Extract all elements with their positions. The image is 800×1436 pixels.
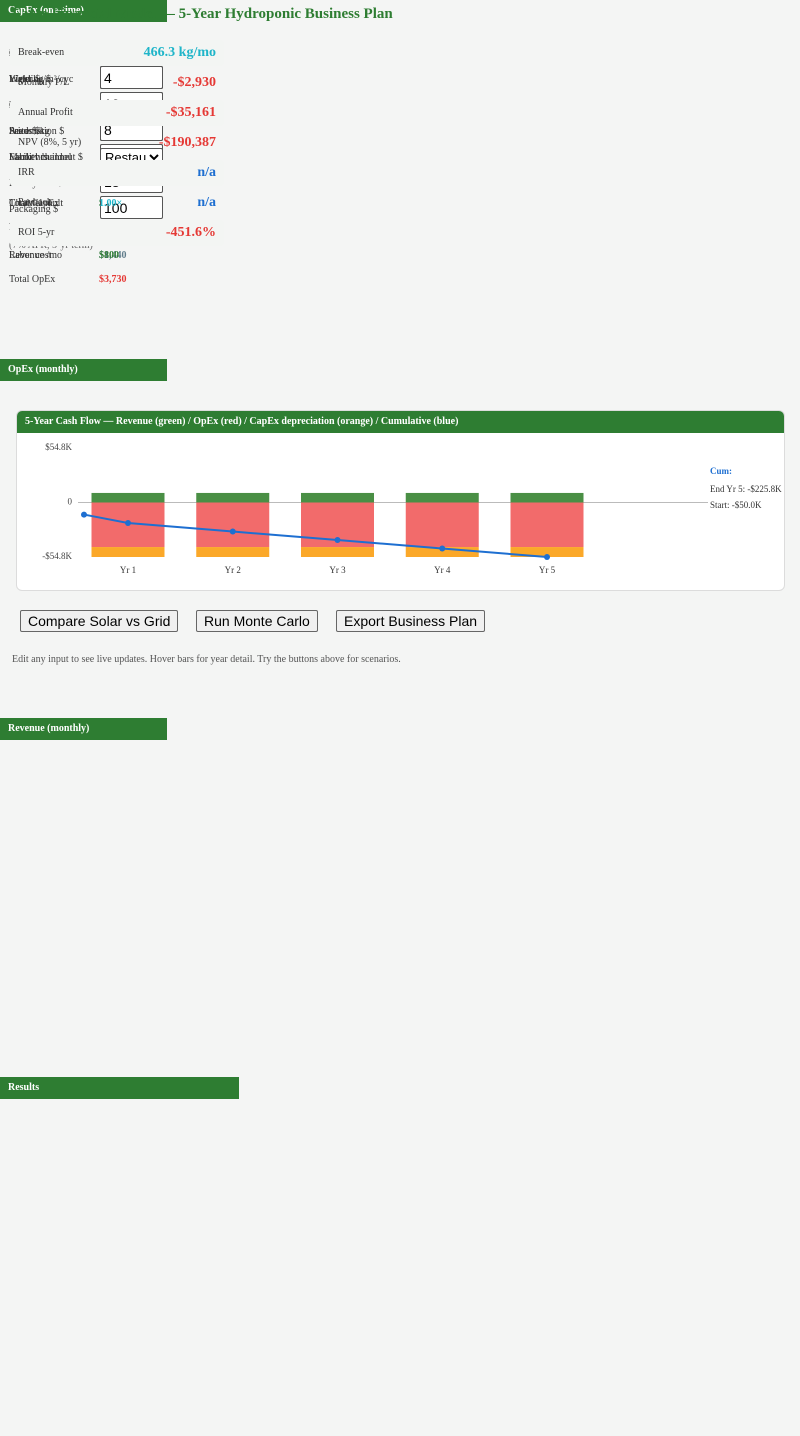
panel-title: Results [0,1077,239,1099]
input-label: Facility buildout $ [9,152,83,163]
legend-end: End Yr 5: -$225.8K [710,484,782,494]
summary-label: Labor cost [9,250,52,261]
y-tick-label: 0 [68,497,73,507]
result-label: Break-even [18,47,65,58]
result-row: Break-even 466.3 kg/mo [10,40,224,66]
result-row: Payback n/a [10,190,224,216]
panel-title: Revenue (monthly) [0,718,167,740]
action-button[interactable]: Compare Solar vs Grid [20,610,179,632]
panel-title: CapEx (one-time) [0,0,167,22]
summary-value: $1,440 [99,250,127,261]
result-label: Monthly P/L [18,77,70,88]
bar-segment [301,492,374,503]
x-tick-label: Yr 5 [539,565,556,575]
summary-label: Total OpEx [9,274,56,285]
summary-label: Revenue /mo [9,250,63,261]
result-value: n/a [197,165,216,180]
result-label: IRR [18,167,35,178]
cumulative-point [439,545,446,552]
chart-panel: 5-Year Cash Flow — Revenue (green) / OpE… [16,410,785,591]
result-value: -$35,161 [165,105,216,120]
result-value: n/a [197,195,216,210]
bar-segment [91,547,165,557]
input-label: Price $/kg [9,126,50,137]
x-tick-label: Yr 3 [329,565,346,575]
input-label: Yield kg/m²/cyc [9,74,74,85]
action-button[interactable]: Export Business Plan [336,610,486,632]
bar-segment [510,547,584,557]
bar-segment [196,492,270,503]
bar-segment [91,492,165,503]
bar-segment [196,502,270,548]
cumulative-point [81,511,87,518]
y-tick-label: $54.8K [45,442,72,452]
result-label: Payback [18,197,52,208]
cumulative-point [334,537,341,544]
summary-label: Channel mult [9,198,64,209]
bar-segment [196,547,270,557]
result-label: ROI 5-yr [18,227,55,238]
bar-segment [405,502,479,548]
legend-start: Start: -$50.0K [710,500,762,510]
cumulative-point [544,554,550,560]
result-value: -$2,930 [172,75,216,90]
x-tick-label: Yr 2 [225,565,241,575]
bar-segment [510,492,584,503]
result-value: -$190,387 [158,135,216,150]
panel-title: OpEx (monthly) [0,359,167,381]
input-label: Water $ [9,74,41,85]
result-row: NPV (8%, 5 yr) -$190,387 [10,130,224,156]
chart: $54.8K 0 -$54.8K Yr 1 Yr 2 Yr 3 Yr 4 Yr 5 Cum: En… [42,442,782,575]
cumulative-point [229,528,236,535]
x-tick-label: Yr 1 [120,565,136,575]
summary-label: Total CapEx [9,198,60,209]
legend-title: Cum: [710,466,732,476]
results-panel: Results Break-even 466.3 kg/mo Monthly P/L -… [0,40,239,1436]
input-label: Automation $ [9,126,65,137]
input-label: Labor hrs [9,152,48,163]
bar-segment [510,502,584,548]
x-tick-label: Yr 4 [434,565,451,575]
page: Farm Financial Model — 5-Year Hydroponic… [0,0,785,1099]
summary-value: $3,730 [99,274,127,285]
bar-segment [405,492,479,503]
cumulative-line [83,513,548,558]
number-input[interactable] [100,196,163,219]
panel: Revenue (monthly)Area (m²)Yield kg/m²/cy… [0,40,167,1077]
result-label: Annual Profit [18,107,73,118]
input-label: Market channel [9,152,72,163]
action-button[interactable]: Run Monte Carlo [196,610,318,632]
result-value: -451.6% [165,225,216,240]
result-row: ROI 5-yr -451.6% [10,220,224,246]
chart-title: 5-Year Cash Flow — Revenue (green) / OpE… [17,411,784,433]
result-row: IRR n/a [10,160,224,186]
input-label: Seeds $ [9,126,40,137]
result-row: Annual Profit -$35,161 [10,100,224,126]
bar-segment [301,547,374,557]
number-input[interactable] [100,66,163,89]
summary-value: 1.00× [99,198,123,209]
bar-segment [405,547,479,557]
result-row: Monthly P/L -$2,930 [10,70,224,96]
result-label: NPV (8%, 5 yr) [18,137,82,148]
page-title: Farm Financial Model — 5-Year Hydroponic… [12,6,393,22]
result-value: 466.3 kg/mo [143,45,216,60]
footer: Edit any input to see live updates. Hove… [12,654,401,665]
cumulative-point [125,520,131,527]
input-label: Packaging $ [9,204,59,215]
input-label: Lighting $ [9,74,51,85]
y-tick-label: -$54.8K [42,551,72,561]
summary-value: $800 [99,250,119,261]
